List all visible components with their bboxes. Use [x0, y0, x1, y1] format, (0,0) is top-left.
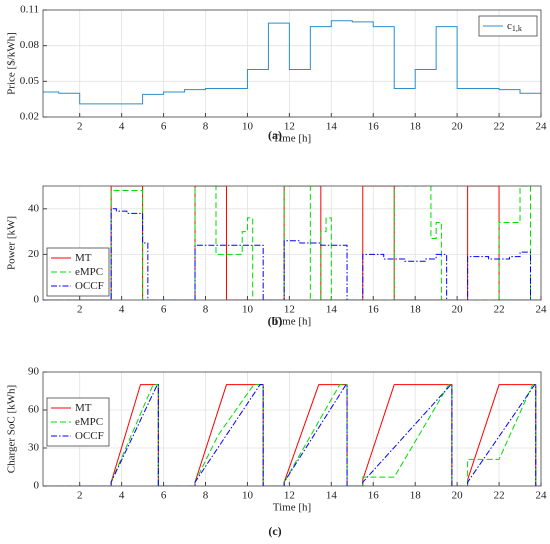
- y-tick-label: 0: [34, 294, 40, 306]
- legend-label: OCCF: [75, 280, 104, 292]
- y-tick-label: 0.08: [20, 39, 40, 51]
- legend-name: MT: [75, 252, 92, 264]
- x-tick-label: 14: [326, 121, 338, 133]
- series-line: [43, 20, 541, 105]
- x-tick-label: 20: [452, 304, 464, 316]
- panel: 2 4 6 8 10 12 14 16 18 20 22 240.020.050.080.11c1,k…: [6, 4, 547, 145]
- x-tick-label: 20: [452, 121, 464, 133]
- x-tick-label: 8: [203, 490, 209, 502]
- x-axis-label: Time [h]: [273, 316, 311, 328]
- x-tick-label: 24: [536, 304, 548, 316]
- legend-name: eMPC: [75, 416, 103, 428]
- x-tick-label: 22: [494, 490, 505, 502]
- x-tick-label: 24: [536, 121, 548, 133]
- y-tick-label: 0: [34, 480, 40, 492]
- x-tick-label: 18: [410, 490, 422, 502]
- x-tick-label: 12: [284, 121, 295, 133]
- y-tick-label: 0.05: [20, 75, 40, 87]
- x-tick-label: 18: [410, 121, 422, 133]
- x-tick-label: 4: [119, 121, 125, 133]
- x-tick-label: 10: [242, 121, 254, 133]
- legend-name: OCCF: [75, 430, 104, 442]
- x-tick-label: 12: [284, 304, 295, 316]
- legend-label: MT: [75, 252, 92, 264]
- y-tick-label: 40: [28, 202, 40, 214]
- plot-area: [43, 372, 541, 486]
- x-axis-label: Time [h]: [273, 502, 311, 514]
- series-line: [43, 208, 541, 300]
- legend-box: [46, 247, 110, 297]
- legend-name: eMPC: [75, 266, 103, 278]
- y-axis-label: Charger SoC [kWh]: [6, 385, 18, 473]
- y-tick-label: 0.11: [20, 4, 39, 16]
- x-tick-label: 8: [203, 121, 209, 133]
- plot-area: [43, 10, 541, 117]
- x-tick-label: 10: [242, 490, 254, 502]
- x-tick-label: 14: [326, 304, 338, 316]
- series-line: [43, 384, 541, 486]
- series-line: [43, 384, 541, 486]
- y-axis-label: Power [kW]: [6, 216, 18, 270]
- legend-label: MT: [75, 402, 92, 414]
- x-tick-label: 16: [368, 490, 380, 502]
- y-tick-label: 0.02: [20, 111, 39, 123]
- x-tick-label: 16: [368, 304, 380, 316]
- x-tick-label: 2: [77, 304, 83, 316]
- legend: MT eMPC OCCF: [46, 397, 110, 447]
- x-tick-label: 22: [494, 121, 505, 133]
- x-tick-label: 2: [77, 490, 83, 502]
- legend: c1,k: [478, 15, 538, 37]
- legend-name: OCCF: [75, 280, 104, 292]
- x-tick-label: 8: [203, 304, 209, 316]
- x-tick-label: 14: [326, 490, 338, 502]
- axes-frame: [42, 185, 542, 301]
- x-tick-label: 16: [368, 121, 380, 133]
- x-tick-label: 18: [410, 304, 422, 316]
- plot-area: [43, 186, 541, 300]
- axes-frame: [42, 9, 542, 118]
- x-tick-label: 4: [119, 304, 125, 316]
- legend-name: MT: [75, 402, 92, 414]
- legend-label: c1,k: [507, 20, 522, 33]
- x-tick-label: 6: [161, 121, 167, 133]
- panel: 2 4 6 8 10 12 14 16 18 20 22 2402040MTeMPCOCCFTime …: [6, 185, 548, 328]
- x-axis-label: Time [h]: [273, 133, 311, 145]
- x-tick-label: 20: [452, 490, 464, 502]
- legend-label: OCCF: [75, 430, 104, 442]
- x-tick-label: 4: [119, 490, 125, 502]
- y-tick-label: 90: [28, 366, 40, 378]
- caption: (c): [268, 524, 281, 538]
- y-tick-label: 60: [28, 404, 40, 416]
- legend-name: c: [507, 20, 512, 32]
- legend: MT eMPC OCCF: [46, 247, 110, 297]
- x-tick-label: 12: [284, 490, 295, 502]
- x-tick-label: 24: [536, 490, 548, 502]
- x-tick-label: 6: [161, 490, 167, 502]
- legend-box: [46, 397, 110, 447]
- axes-frame: [42, 371, 542, 487]
- x-tick-label: 22: [494, 304, 505, 316]
- x-tick-label: 6: [161, 304, 167, 316]
- caption: (a): [268, 128, 282, 142]
- x-tick-label: 2: [77, 121, 83, 133]
- panel: 2 4 6 8 10 12 14 16 18 20 22 240306090MTeMPCOCCFTim…: [6, 366, 547, 538]
- y-axis-label: Price [$/kWh]: [6, 32, 18, 95]
- y-tick-label: 20: [28, 248, 40, 260]
- legend-label: eMPC: [75, 416, 103, 428]
- x-tick-label: 10: [242, 304, 254, 316]
- legend-subscript: 1,k: [512, 24, 522, 33]
- legend-box: [478, 15, 538, 37]
- legend-label: eMPC: [75, 266, 103, 278]
- y-tick-label: 30: [28, 442, 40, 454]
- caption: (b): [268, 314, 283, 328]
